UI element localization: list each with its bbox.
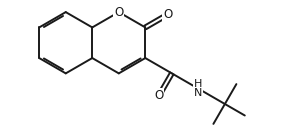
Text: O: O [114, 6, 124, 19]
Text: O: O [154, 89, 164, 102]
Text: H
N: H N [194, 79, 202, 98]
Text: O: O [163, 8, 172, 21]
